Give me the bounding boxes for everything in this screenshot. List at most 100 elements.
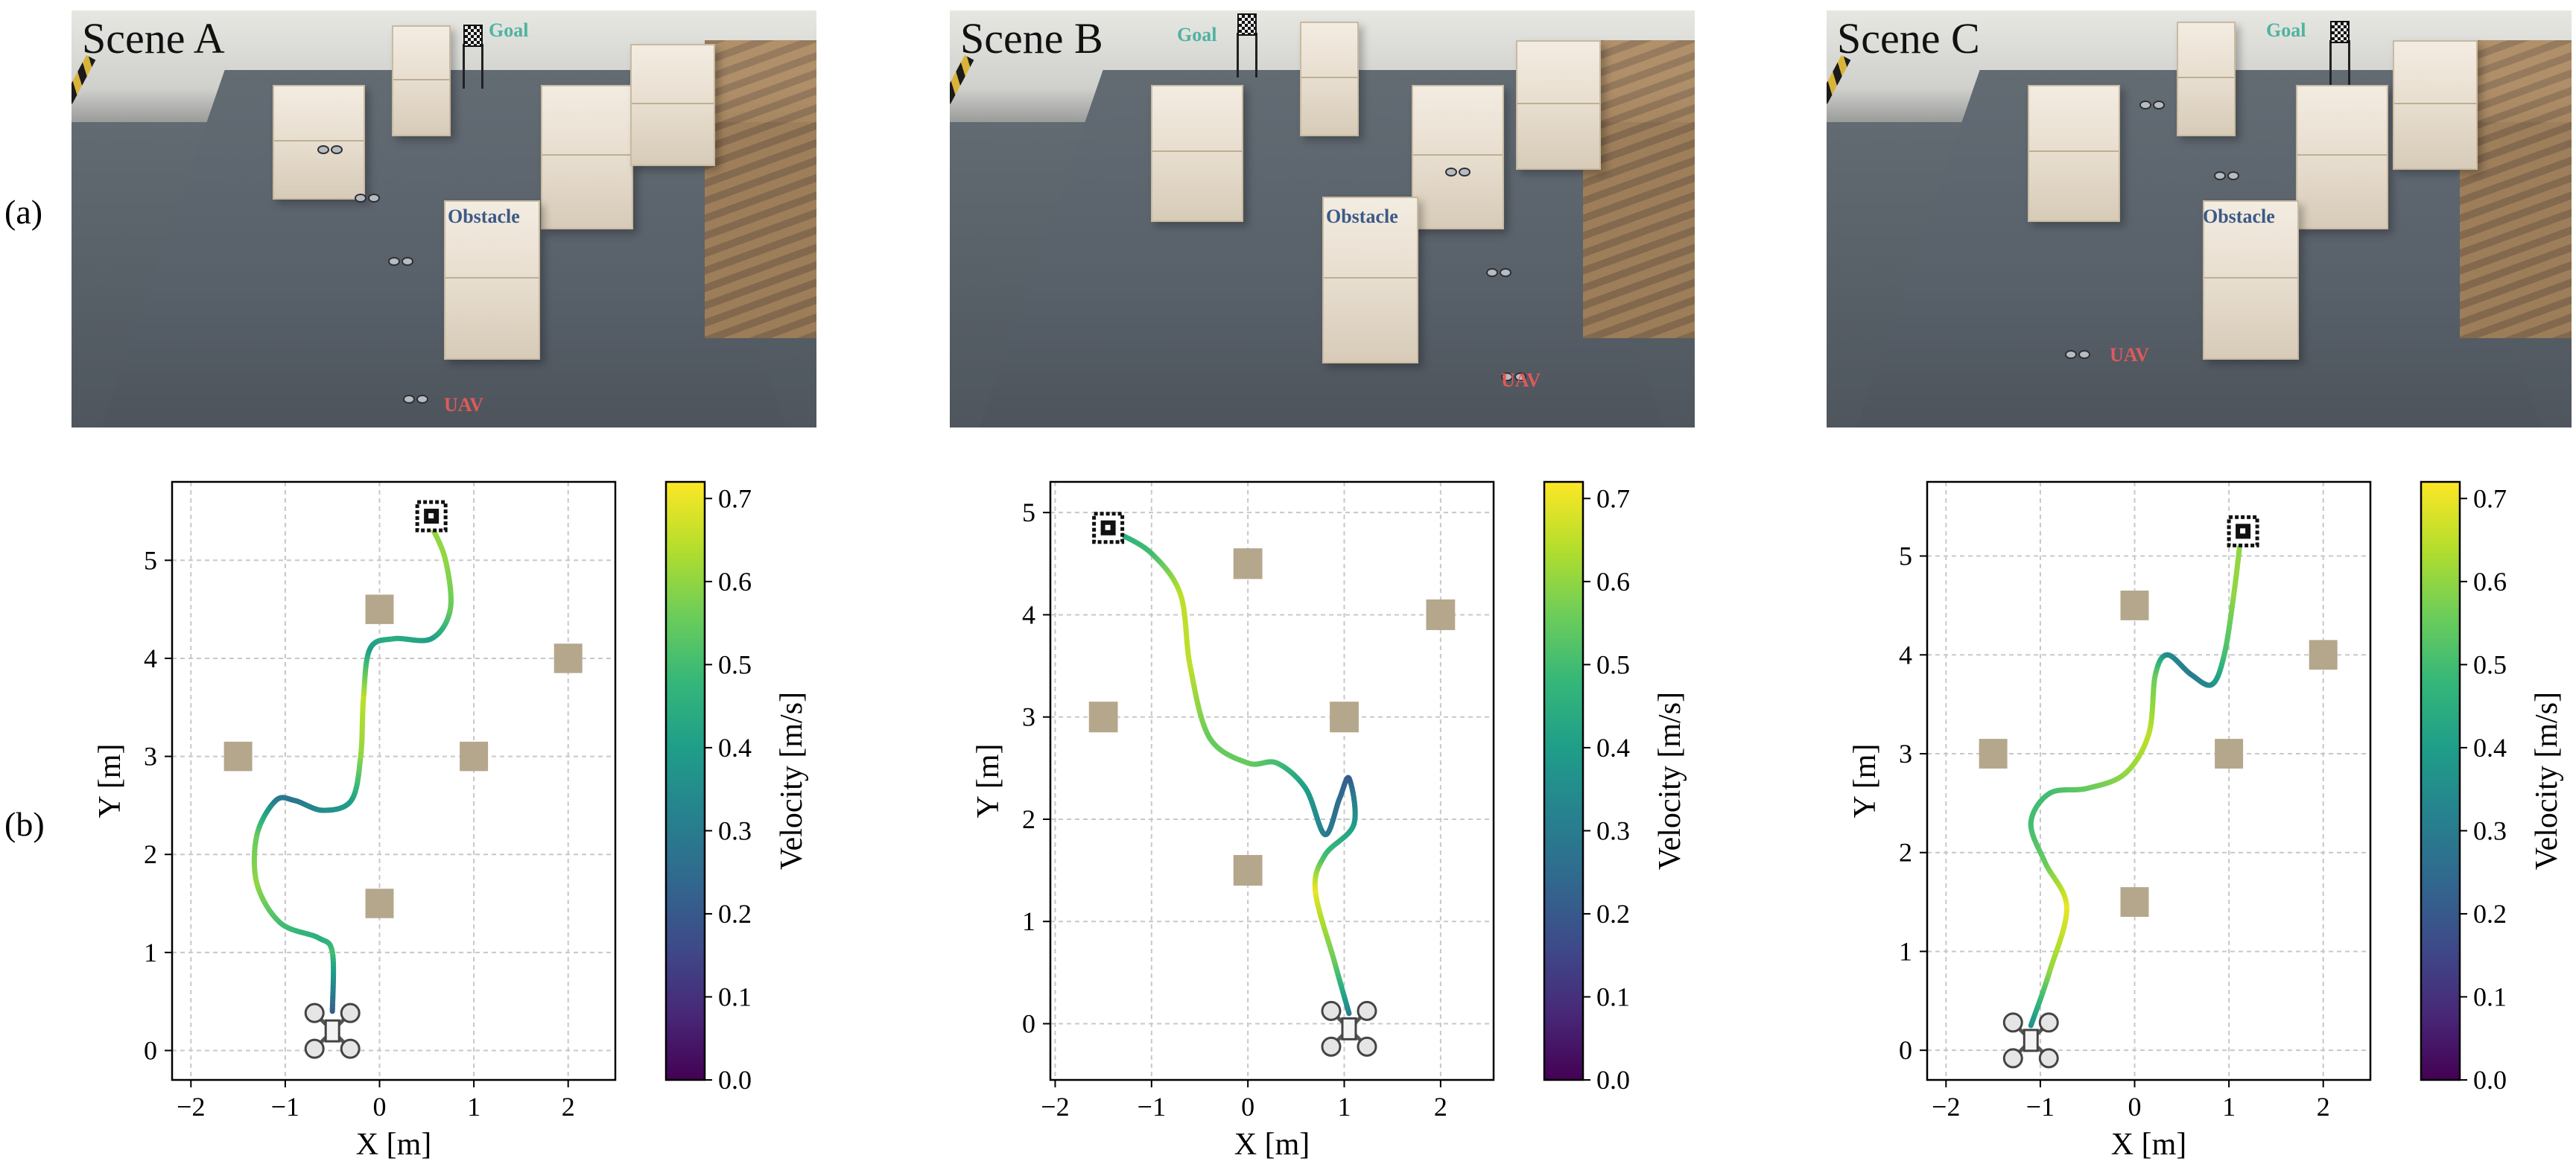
scene-title-b: Scene B bbox=[960, 14, 1103, 63]
trajectory-path bbox=[1115, 530, 1358, 1017]
goal-label-b: Goal bbox=[1177, 24, 1217, 45]
colorbar-tick-label: 0.5 bbox=[2473, 649, 2507, 679]
trajectory-plot-a: −2 −1 0 1 2 0 1 2 3 4 5 X [m] Y [m] 0.0 0.1 0.2 0.3 0.4 0.… bbox=[93, 480, 809, 1162]
x-axis-label: X [m] bbox=[356, 1128, 431, 1162]
x-tick-label: 2 bbox=[2317, 1092, 2330, 1122]
goal-marker bbox=[1092, 512, 1125, 544]
obstacle-marker bbox=[460, 741, 489, 772]
colorbar-tick-label: 0.4 bbox=[718, 733, 752, 763]
colorbar-label: Velocity [m/s] bbox=[775, 692, 809, 870]
y-tick-label: 0 bbox=[144, 1036, 157, 1066]
colorbar-tick-label: 0.3 bbox=[1596, 816, 1630, 845]
x-tick-label: −2 bbox=[1932, 1092, 1960, 1122]
colorbar-label: Velocity [m/s] bbox=[1653, 692, 1687, 870]
x-tick-label: −2 bbox=[1041, 1092, 1069, 1122]
y-tick-label: 5 bbox=[1899, 541, 1912, 571]
obstacle-marker bbox=[223, 741, 253, 772]
colorbar-tick-label: 0.0 bbox=[1596, 1065, 1630, 1095]
x-axis-label: X [m] bbox=[2111, 1128, 2186, 1162]
y-tick-label: 4 bbox=[1022, 600, 1035, 629]
colorbar bbox=[2420, 480, 2461, 1081]
x-tick-label: 0 bbox=[373, 1092, 387, 1122]
x-axis-label: X [m] bbox=[1234, 1128, 1310, 1162]
y-tick-label: 2 bbox=[1899, 838, 1912, 868]
axes-frame bbox=[1926, 480, 2372, 1081]
colorbar-label: Velocity [m/s] bbox=[2530, 692, 2564, 870]
x-tick-label: 2 bbox=[1434, 1092, 1447, 1122]
trajectory-plot-c: −2 −1 0 1 2 0 1 2 3 4 5 X [m] Y [m] 0.0 0.1 0.2 0.3 0.4 0.… bbox=[1848, 480, 2564, 1162]
x-tick-label: 0 bbox=[1241, 1092, 1254, 1122]
x-tick-label: 2 bbox=[562, 1092, 575, 1122]
row-label-b: (b) bbox=[4, 805, 45, 843]
colorbar-tick-label: 0.1 bbox=[1596, 982, 1630, 1011]
obstacle-label-b: Obstacle bbox=[1326, 206, 1398, 227]
y-tick-label: 1 bbox=[144, 938, 157, 967]
colorbar-tick-label: 0.2 bbox=[718, 899, 752, 929]
uav-start-icon bbox=[1321, 1000, 1377, 1057]
colorbar-tick-label: 0.2 bbox=[2473, 899, 2507, 929]
colorbar-tick-label: 0.6 bbox=[1596, 567, 1630, 597]
obstacle-marker bbox=[1330, 702, 1359, 733]
x-tick-label: 1 bbox=[2222, 1092, 2236, 1122]
row-label-a: (a) bbox=[4, 193, 43, 231]
uav-start-icon bbox=[2002, 1012, 2059, 1069]
trajectory-path bbox=[251, 523, 454, 1014]
y-tick-label: 4 bbox=[1899, 640, 1912, 670]
goal-label-a: Goal bbox=[489, 19, 529, 41]
trajectory-plot-b: −2 −1 0 1 2 0 1 2 3 4 5 X [m] Y [m] 0.0 0.1 0.2 0.3 0.4 0.… bbox=[971, 480, 1687, 1162]
scene-photo-a: Scene A Goal Obstacle UAV bbox=[72, 10, 816, 428]
axes-frame bbox=[171, 480, 617, 1081]
goal-marker bbox=[2227, 515, 2259, 547]
x-tick-label: 1 bbox=[1338, 1092, 1351, 1122]
x-tick-label: −1 bbox=[2026, 1092, 2055, 1122]
y-tick-label: 4 bbox=[144, 643, 157, 673]
trajectory-path bbox=[2028, 538, 2243, 1029]
axes-frame bbox=[1049, 480, 1495, 1081]
goal-label-c: Goal bbox=[2266, 19, 2306, 41]
y-tick-label: 3 bbox=[144, 742, 157, 772]
obstacle-marker bbox=[2309, 640, 2338, 670]
colorbar-tick-label: 0.3 bbox=[2473, 816, 2507, 845]
y-tick-label: 3 bbox=[1899, 739, 1912, 769]
y-axis-label: Y [m] bbox=[93, 744, 127, 819]
x-tick-label: −2 bbox=[177, 1092, 205, 1122]
x-tick-label: 0 bbox=[2128, 1092, 2142, 1122]
uav-label-b: UAV bbox=[1501, 369, 1541, 391]
obstacle-label-c: Obstacle bbox=[2203, 206, 2275, 227]
colorbar-tick-label: 0.7 bbox=[2473, 483, 2507, 513]
obstacle-marker bbox=[1233, 548, 1263, 579]
colorbar-tick-label: 0.1 bbox=[2473, 982, 2507, 1011]
y-tick-label: 1 bbox=[1022, 906, 1035, 936]
colorbar bbox=[1543, 480, 1584, 1081]
uav-label-a: UAV bbox=[444, 394, 483, 416]
colorbar-tick-label: 0.2 bbox=[1596, 899, 1630, 929]
obstacle-marker bbox=[2215, 739, 2244, 769]
uav-start-icon bbox=[304, 1002, 361, 1059]
colorbar-tick-label: 0.3 bbox=[718, 816, 752, 845]
obstacle-marker bbox=[1979, 739, 2008, 769]
y-axis-label: Y [m] bbox=[971, 744, 1006, 819]
obstacle-label-a: Obstacle bbox=[448, 206, 520, 227]
colorbar-tick-label: 0.4 bbox=[1596, 733, 1630, 763]
colorbar-tick-label: 0.7 bbox=[1596, 483, 1630, 513]
obstacle-marker bbox=[365, 889, 394, 918]
y-tick-label: 2 bbox=[144, 839, 157, 869]
x-tick-label: −1 bbox=[1138, 1092, 1166, 1122]
obstacle-marker bbox=[2120, 591, 2149, 620]
colorbar-tick-label: 0.5 bbox=[1596, 649, 1630, 679]
colorbar-tick-label: 0.5 bbox=[718, 649, 752, 679]
x-tick-label: 1 bbox=[467, 1092, 480, 1122]
colorbar-tick-label: 0.6 bbox=[2473, 567, 2507, 597]
scene-title-c: Scene C bbox=[1837, 14, 1980, 63]
colorbar-tick-label: 0.4 bbox=[2473, 733, 2507, 763]
colorbar bbox=[664, 480, 706, 1081]
y-axis-label: Y [m] bbox=[1848, 744, 1882, 819]
uav-label-c: UAV bbox=[2110, 344, 2149, 366]
y-tick-label: 5 bbox=[144, 545, 157, 575]
scene-photo-c: Scene C Goal Obstacle UAV bbox=[1827, 10, 2572, 428]
y-tick-label: 0 bbox=[1022, 1009, 1035, 1039]
obstacle-marker bbox=[365, 594, 394, 624]
colorbar-tick-label: 0.7 bbox=[718, 483, 752, 513]
colorbar-tick-label: 0.0 bbox=[2473, 1065, 2507, 1095]
obstacle-marker bbox=[1426, 599, 1456, 631]
